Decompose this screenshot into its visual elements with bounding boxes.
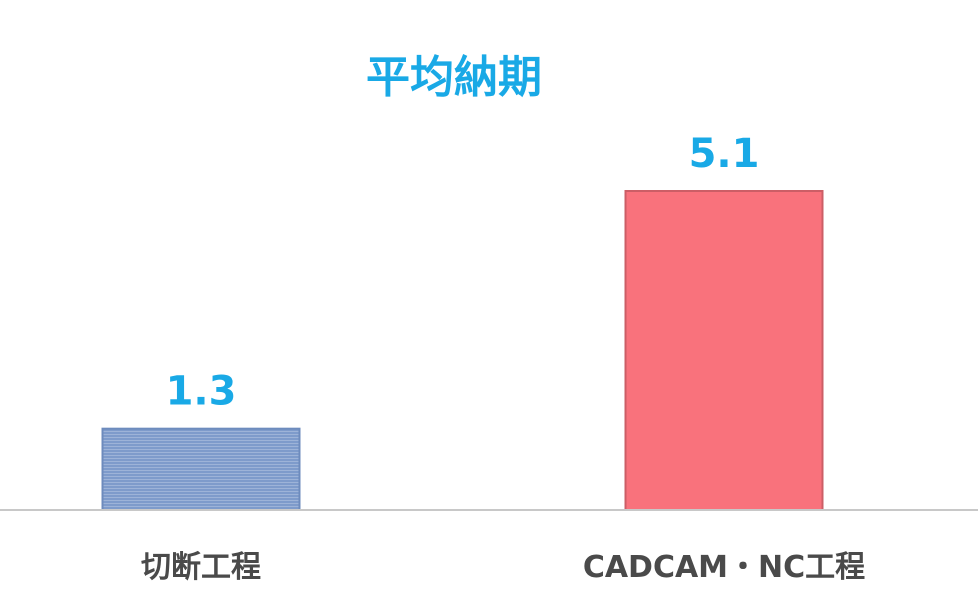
bar-2 [624,190,824,511]
category-label-2: CADCAM・NC工程 [583,550,865,585]
category-label-1: 切断工程 [141,550,261,585]
bar-1 [101,427,301,512]
category-labels-group: 切断工程 CADCAM・NC工程 [141,550,865,585]
value-labels-group: 1.3 5.1 [166,131,760,415]
chart-title: 平均納期 [366,52,542,103]
bars-group [101,190,824,512]
value-label-2: 5.1 [689,131,760,177]
value-label-1: 1.3 [166,369,237,415]
